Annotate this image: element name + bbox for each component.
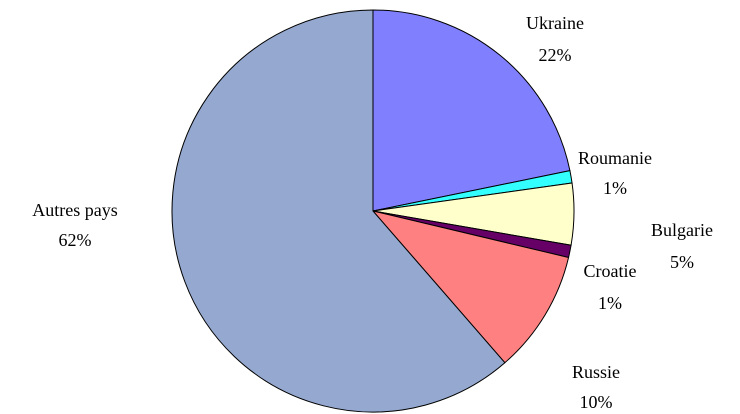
slice-label: Ukraine — [526, 13, 584, 33]
pie-slice — [371, 210, 570, 364]
slice-value-label: 1% — [603, 178, 627, 198]
slice-label: Russie — [572, 362, 620, 382]
slice-label: Croatie — [584, 261, 637, 281]
slice-value-label: 1% — [598, 293, 622, 313]
pie-slice — [171, 9, 506, 413]
slice-label: Autres pays — [32, 200, 117, 220]
slice-value-label: 5% — [670, 252, 694, 272]
slice-value-label: 62% — [59, 230, 92, 250]
slice-value-label: 10% — [580, 392, 613, 412]
slice-label: Bulgarie — [651, 220, 713, 240]
slice-value-label: 22% — [539, 45, 572, 65]
slice-label: Roumanie — [578, 148, 652, 168]
pie-slice — [372, 9, 571, 212]
